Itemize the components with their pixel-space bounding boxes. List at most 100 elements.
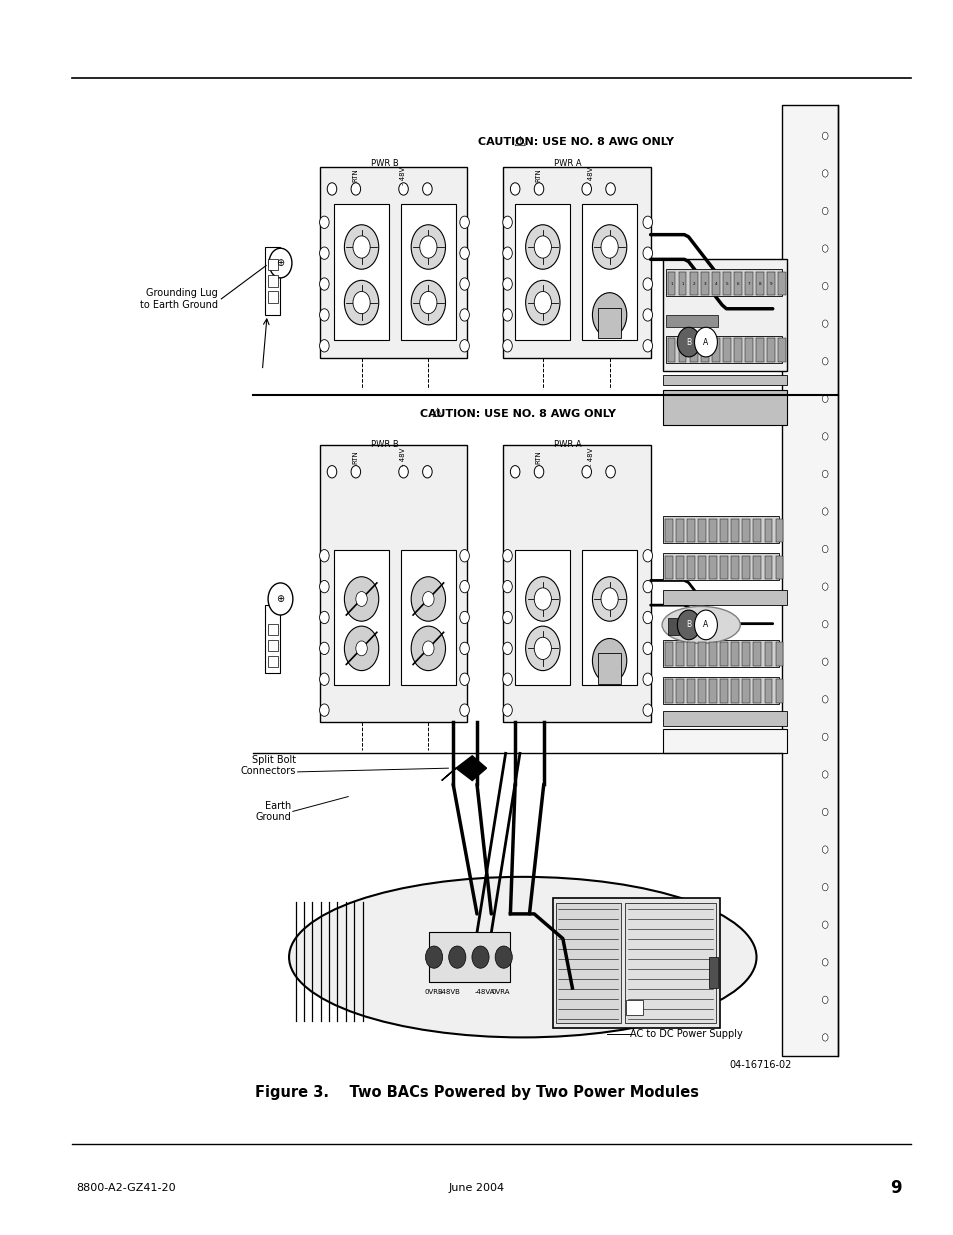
Bar [662,553,779,580]
Bar [766,338,774,362]
Circle shape [319,278,329,290]
Bar [775,556,782,579]
Bar [400,550,456,685]
Bar [268,656,277,667]
Text: ⚠: ⚠ [431,408,442,420]
Bar [664,556,672,579]
Text: RTN: RTN [535,450,540,464]
Bar [664,679,672,703]
Bar [664,642,672,666]
Text: RTN: RTN [535,168,540,183]
Circle shape [525,280,559,325]
Bar [763,642,771,666]
Circle shape [821,471,827,478]
Text: 5: 5 [725,282,727,287]
Circle shape [600,588,618,610]
Circle shape [821,546,827,553]
Circle shape [694,610,717,640]
Text: A: A [702,337,708,347]
Circle shape [821,207,827,215]
Circle shape [355,641,367,656]
Ellipse shape [289,877,756,1037]
Circle shape [319,340,329,352]
Text: PWR A: PWR A [554,440,580,450]
Bar [763,519,771,542]
Circle shape [821,883,827,890]
Circle shape [502,611,512,624]
Circle shape [459,611,469,624]
Circle shape [319,642,329,655]
Bar [734,338,741,362]
Bar [665,269,781,296]
Circle shape [642,247,652,259]
Bar [676,519,683,542]
Bar [334,550,389,685]
Bar [731,519,739,542]
Bar [268,275,277,287]
Circle shape [459,642,469,655]
Circle shape [821,245,827,252]
Circle shape [694,327,717,357]
Circle shape [459,247,469,259]
Circle shape [411,225,445,269]
Circle shape [821,283,827,290]
Circle shape [411,280,445,325]
Bar [775,642,782,666]
Circle shape [525,626,559,671]
Bar [515,204,570,340]
Circle shape [534,588,551,610]
Bar [720,519,727,542]
Text: 04-16716-02: 04-16716-02 [729,1060,791,1070]
Bar [700,272,708,295]
Bar [722,272,730,295]
Text: PWR B: PWR B [370,158,398,168]
Text: 9: 9 [769,282,772,287]
Circle shape [592,293,626,337]
Circle shape [821,320,827,327]
Circle shape [502,340,512,352]
Text: PWR B: PWR B [370,440,398,450]
Bar [334,204,389,340]
Circle shape [821,846,827,853]
Circle shape [821,508,827,515]
Circle shape [319,550,329,562]
Bar [662,711,786,726]
Bar [515,550,570,685]
Circle shape [472,946,489,968]
Bar [686,642,694,666]
Bar [553,898,720,1028]
Bar [665,315,718,327]
Circle shape [269,248,292,278]
Circle shape [821,695,827,703]
Circle shape [502,580,512,593]
Circle shape [319,673,329,685]
Text: 6: 6 [736,282,739,287]
Circle shape [592,225,626,269]
Text: 0VRB: 0VRB [424,989,443,994]
Circle shape [642,550,652,562]
Bar [766,272,774,295]
Bar [662,516,779,543]
Circle shape [642,611,652,624]
Circle shape [510,466,519,478]
Bar [686,679,694,703]
Circle shape [821,132,827,140]
Text: 1: 1 [670,282,672,287]
Bar [686,519,694,542]
Bar [679,338,686,362]
Circle shape [534,291,551,314]
Bar [722,338,730,362]
Bar [708,556,716,579]
Text: 2: 2 [692,282,695,287]
Circle shape [502,550,512,562]
Bar [781,105,837,1056]
Circle shape [502,247,512,259]
Bar [268,640,277,651]
Bar [753,642,760,666]
Bar [665,336,781,363]
Circle shape [592,638,626,683]
Bar [731,679,739,703]
Circle shape [525,577,559,621]
Text: 7: 7 [747,282,750,287]
Circle shape [581,183,591,195]
